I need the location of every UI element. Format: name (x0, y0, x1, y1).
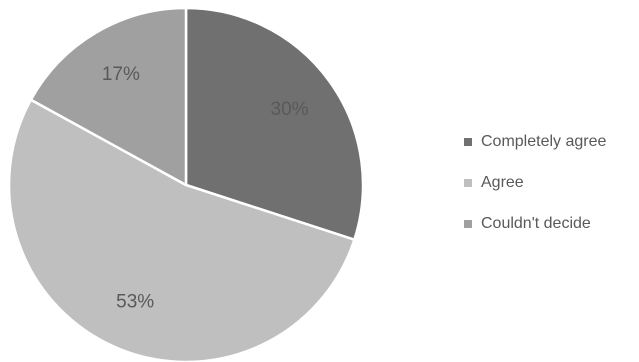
legend-item-completely-agree: Completely agree (464, 132, 606, 152)
pie-slice-completely-agree (184, 6, 365, 241)
chart-legend: Completely agree Agree Couldn't decide (464, 132, 606, 255)
legend-item-agree: Agree (464, 173, 606, 193)
data-label-couldnt-decide: 17% (102, 64, 140, 85)
data-label-agree: 53% (116, 291, 154, 312)
pie-slices (7, 6, 365, 362)
pie-data-labels: 30% 53% 17% (102, 64, 309, 313)
legend-label-agree: Agree (481, 174, 524, 191)
legend-label-completely-agree: Completely agree (481, 133, 607, 150)
legend-item-couldnt-decide: Couldn't decide (464, 214, 606, 234)
data-label-completely-agree: 30% (271, 99, 309, 120)
pie-slice-couldnt-decide (29, 6, 188, 187)
legend-label-couldnt-decide: Couldn't decide (481, 215, 591, 232)
legend-swatch-completely-agree (464, 138, 472, 146)
legend-swatch-agree (464, 179, 472, 187)
legend-swatch-couldnt-decide (464, 220, 472, 228)
pie-slice-agree (7, 98, 356, 362)
